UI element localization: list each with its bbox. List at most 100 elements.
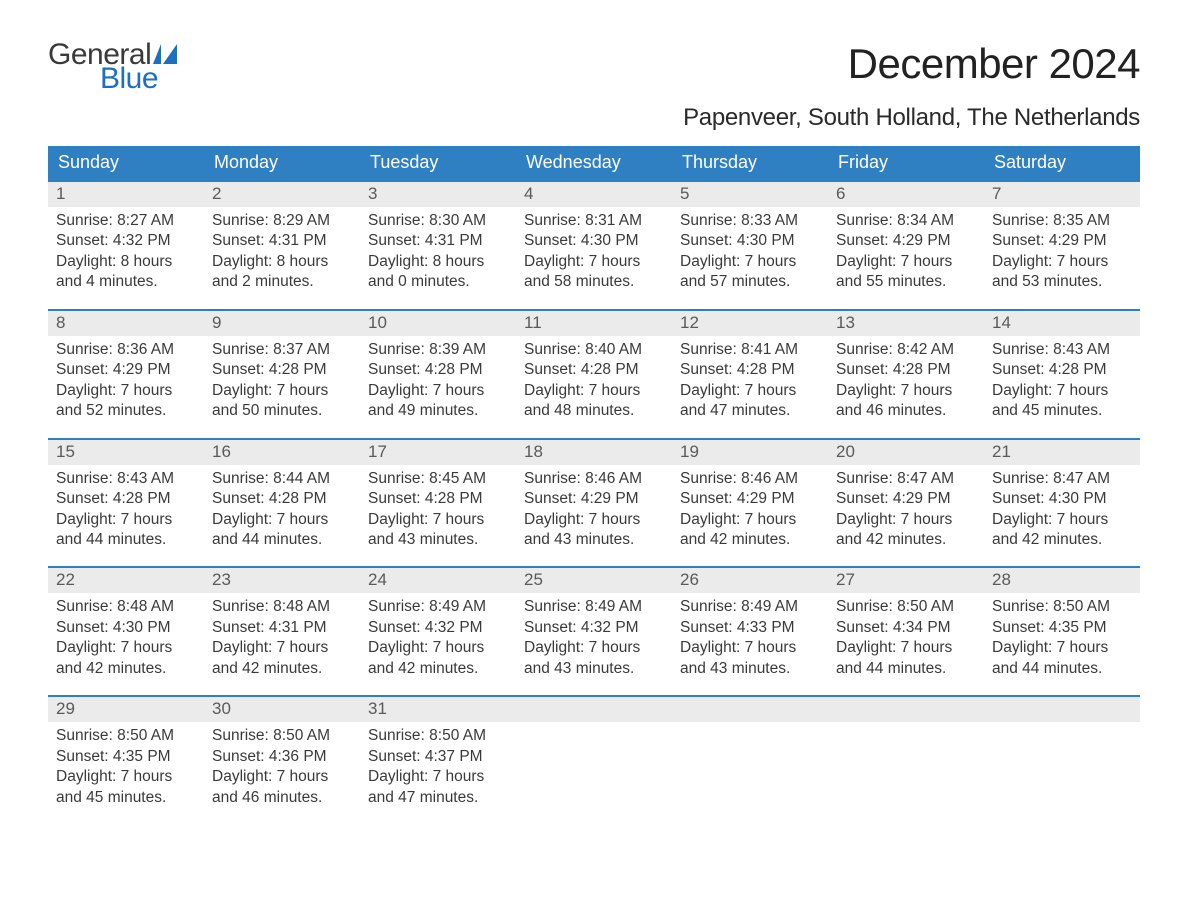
daylight-text: and 46 minutes. (836, 401, 976, 421)
day-cell (828, 722, 984, 810)
day-number: 5 (672, 182, 828, 207)
sunset-text: Sunset: 4:34 PM (836, 618, 976, 638)
daylight-text: and 44 minutes. (56, 530, 196, 550)
daylight-text: Daylight: 7 hours (680, 252, 820, 272)
day-cell: Sunrise: 8:50 AMSunset: 4:34 PMDaylight:… (828, 593, 984, 681)
weekday-header: Sunday (48, 146, 204, 180)
day-number: 7 (984, 182, 1140, 207)
sunset-text: Sunset: 4:30 PM (680, 231, 820, 251)
daylight-text: Daylight: 7 hours (680, 381, 820, 401)
daylight-text: and 44 minutes. (992, 659, 1132, 679)
sunrise-text: Sunrise: 8:37 AM (212, 340, 352, 360)
daylight-text: and 42 minutes. (368, 659, 508, 679)
sunrise-text: Sunrise: 8:50 AM (368, 726, 508, 746)
day-cell: Sunrise: 8:27 AMSunset: 4:32 PMDaylight:… (48, 207, 204, 295)
weekday-header: Monday (204, 146, 360, 180)
daylight-text: Daylight: 7 hours (836, 638, 976, 658)
daynum-band: 293031 (48, 697, 1140, 722)
day-number: 10 (360, 311, 516, 336)
daylight-text: Daylight: 7 hours (212, 381, 352, 401)
weekday-header: Wednesday (516, 146, 672, 180)
month-title: December 2024 (683, 40, 1140, 88)
sunset-text: Sunset: 4:30 PM (56, 618, 196, 638)
daylight-text: Daylight: 7 hours (836, 510, 976, 530)
day-cell: Sunrise: 8:40 AMSunset: 4:28 PMDaylight:… (516, 336, 672, 424)
daylight-text: Daylight: 7 hours (212, 638, 352, 658)
sunrise-text: Sunrise: 8:48 AM (212, 597, 352, 617)
daylight-text: and 48 minutes. (524, 401, 664, 421)
sunset-text: Sunset: 4:33 PM (680, 618, 820, 638)
day-number: 26 (672, 568, 828, 593)
week-row: 22232425262728Sunrise: 8:48 AMSunset: 4:… (48, 566, 1140, 681)
day-cell: Sunrise: 8:50 AMSunset: 4:37 PMDaylight:… (360, 722, 516, 810)
sunset-text: Sunset: 4:32 PM (56, 231, 196, 251)
daylight-text: and 49 minutes. (368, 401, 508, 421)
daylight-text: and 43 minutes. (368, 530, 508, 550)
daylight-text: and 55 minutes. (836, 272, 976, 292)
weekday-header: Friday (828, 146, 984, 180)
daylight-text: Daylight: 7 hours (524, 381, 664, 401)
day-cell: Sunrise: 8:31 AMSunset: 4:30 PMDaylight:… (516, 207, 672, 295)
day-number: 8 (48, 311, 204, 336)
daylight-text: Daylight: 7 hours (368, 638, 508, 658)
daylight-text: and 43 minutes. (524, 659, 664, 679)
sunrise-text: Sunrise: 8:47 AM (992, 469, 1132, 489)
sunset-text: Sunset: 4:29 PM (524, 489, 664, 509)
sunset-text: Sunset: 4:35 PM (56, 747, 196, 767)
day-cell: Sunrise: 8:34 AMSunset: 4:29 PMDaylight:… (828, 207, 984, 295)
daylight-text: Daylight: 7 hours (368, 381, 508, 401)
daynum-band: 891011121314 (48, 311, 1140, 336)
sunrise-text: Sunrise: 8:49 AM (524, 597, 664, 617)
sunrise-text: Sunrise: 8:31 AM (524, 211, 664, 231)
sunrise-text: Sunrise: 8:35 AM (992, 211, 1132, 231)
day-cell: Sunrise: 8:43 AMSunset: 4:28 PMDaylight:… (984, 336, 1140, 424)
daylight-text: Daylight: 7 hours (56, 767, 196, 787)
day-number: 30 (204, 697, 360, 722)
sunset-text: Sunset: 4:30 PM (524, 231, 664, 251)
daylight-text: and 44 minutes. (212, 530, 352, 550)
daylight-text: and 50 minutes. (212, 401, 352, 421)
day-number: 12 (672, 311, 828, 336)
sunrise-text: Sunrise: 8:49 AM (680, 597, 820, 617)
sunrise-text: Sunrise: 8:41 AM (680, 340, 820, 360)
weekday-header-row: SundayMondayTuesdayWednesdayThursdayFrid… (48, 146, 1140, 180)
sunset-text: Sunset: 4:29 PM (836, 231, 976, 251)
day-number (516, 697, 672, 722)
daylight-text: Daylight: 7 hours (992, 510, 1132, 530)
day-number: 31 (360, 697, 516, 722)
day-number: 24 (360, 568, 516, 593)
sunrise-text: Sunrise: 8:50 AM (836, 597, 976, 617)
day-cell: Sunrise: 8:43 AMSunset: 4:28 PMDaylight:… (48, 465, 204, 553)
week-row: 293031Sunrise: 8:50 AMSunset: 4:35 PMDay… (48, 695, 1140, 810)
day-number: 27 (828, 568, 984, 593)
day-number: 22 (48, 568, 204, 593)
day-number: 6 (828, 182, 984, 207)
title-block: December 2024 Papenveer, South Holland, … (683, 40, 1140, 132)
daylight-text: and 45 minutes. (992, 401, 1132, 421)
day-cell (984, 722, 1140, 810)
sunset-text: Sunset: 4:35 PM (992, 618, 1132, 638)
logo: General Blue (48, 40, 183, 94)
sunrise-text: Sunrise: 8:50 AM (992, 597, 1132, 617)
day-number: 9 (204, 311, 360, 336)
daylight-text: and 58 minutes. (524, 272, 664, 292)
day-cell: Sunrise: 8:47 AMSunset: 4:30 PMDaylight:… (984, 465, 1140, 553)
daylight-text: Daylight: 7 hours (524, 252, 664, 272)
sunrise-text: Sunrise: 8:50 AM (212, 726, 352, 746)
sunset-text: Sunset: 4:28 PM (524, 360, 664, 380)
daylight-text: Daylight: 7 hours (680, 510, 820, 530)
sunrise-text: Sunrise: 8:50 AM (56, 726, 196, 746)
daylight-text: and 42 minutes. (56, 659, 196, 679)
sunset-text: Sunset: 4:28 PM (212, 489, 352, 509)
day-cell: Sunrise: 8:36 AMSunset: 4:29 PMDaylight:… (48, 336, 204, 424)
sunset-text: Sunset: 4:31 PM (368, 231, 508, 251)
day-cell: Sunrise: 8:30 AMSunset: 4:31 PMDaylight:… (360, 207, 516, 295)
sunset-text: Sunset: 4:28 PM (992, 360, 1132, 380)
day-number: 11 (516, 311, 672, 336)
sunset-text: Sunset: 4:32 PM (368, 618, 508, 638)
sunrise-text: Sunrise: 8:48 AM (56, 597, 196, 617)
sunrise-text: Sunrise: 8:49 AM (368, 597, 508, 617)
sunrise-text: Sunrise: 8:46 AM (524, 469, 664, 489)
daylight-text: and 2 minutes. (212, 272, 352, 292)
day-number: 14 (984, 311, 1140, 336)
